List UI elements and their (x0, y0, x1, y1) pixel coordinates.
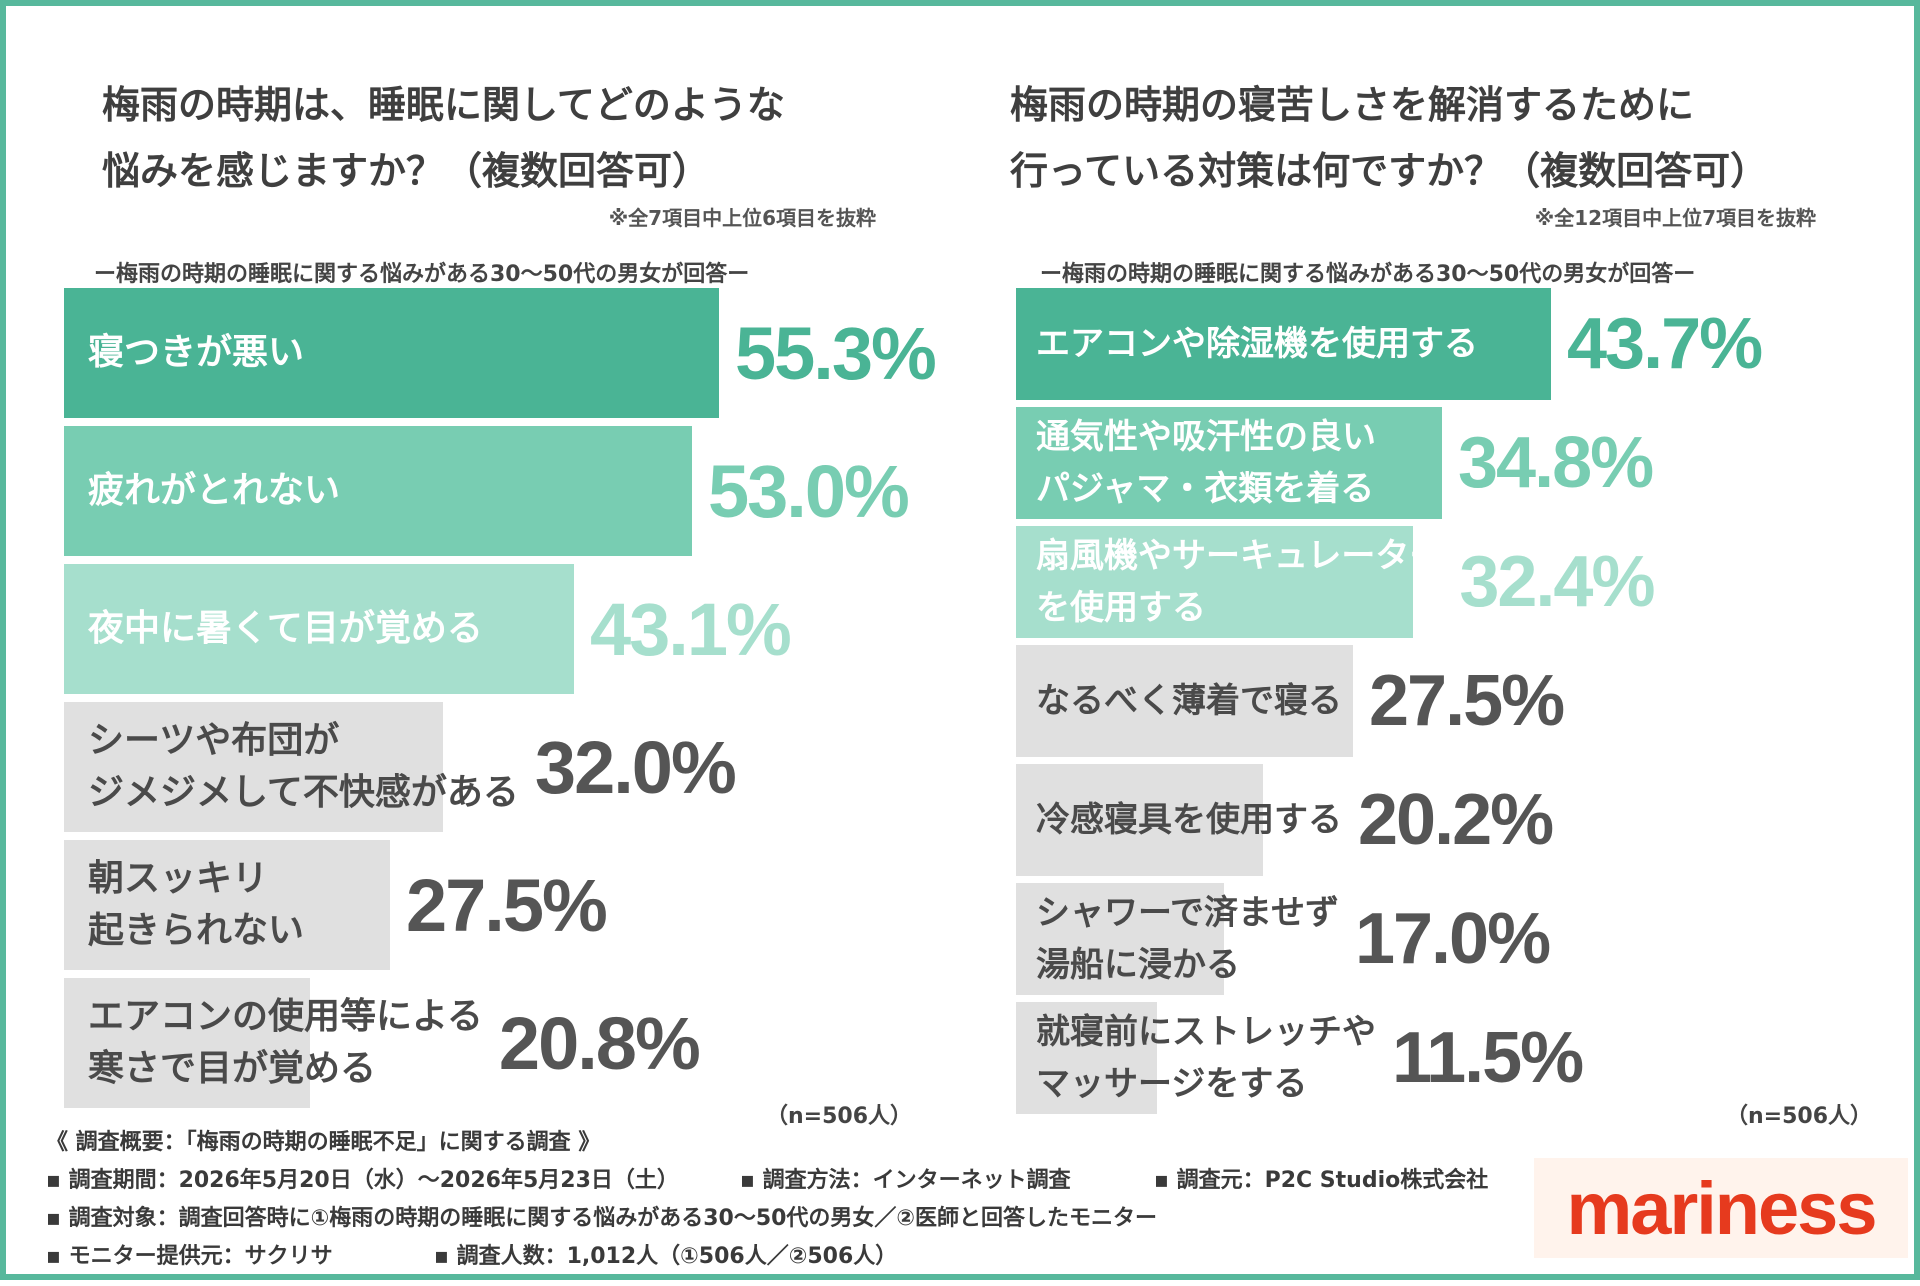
chart-bar (64, 702, 443, 832)
chart-value-label: 53.0% (708, 449, 910, 533)
logo-text: mariness (1566, 1166, 1878, 1250)
left-sample-size: （n=506人） (766, 1104, 913, 1129)
chart-category-label: シーツや布団が ジメジメして不快感がある (88, 720, 519, 813)
survey-target: ▪ 調査対象：調査回答時に①梅雨の時期の睡眠に関する悩みがある30〜50代の男女… (46, 1206, 1158, 1231)
right-sample-size: （n=506人） (1726, 1104, 1873, 1129)
chart-value-label: 17.0% (1354, 899, 1551, 979)
chart-category-label: エアコンや除湿機を使用する (1036, 324, 1478, 364)
right-panel: 梅雨の時期の寝苦しさを解消するために 行っている対策は何ですか？（複数回答可） … (956, 6, 1916, 1286)
chart-value-label: 32.4% (1459, 542, 1655, 622)
chart-category-label: なるべく薄着で寝る (1036, 681, 1342, 721)
survey-method: ▪ 調査方法：インターネット調査 (740, 1168, 1071, 1193)
chart-category-label: 扇風機やサーキュレーター を使用する (1036, 536, 1444, 628)
chart-value-label: 27.5% (406, 863, 608, 947)
survey-provider: ▪ モニター提供元：サクリサ (46, 1244, 333, 1269)
chart-bar (1016, 288, 1551, 400)
left-title-line1: 梅雨の時期は、睡眠に関してどのような (102, 83, 785, 127)
survey-heading: 《 調査概要：「梅雨の時期の睡眠不足」に関する調査 》 (46, 1130, 601, 1155)
chart-value-label: 11.5% (1392, 1018, 1584, 1098)
chart-bar (64, 978, 310, 1108)
chart-value-label: 34.8% (1458, 423, 1654, 503)
chart-value-label: 27.5% (1369, 661, 1565, 741)
chart-category-label: 就寝前にストレッチや マッサージをする (1036, 1012, 1376, 1104)
chart-bar (1016, 645, 1353, 757)
chart-value-label: 43.1% (590, 587, 792, 671)
right-title-line2: 行っている対策は何ですか？（複数回答可） (1010, 149, 1769, 193)
chart-bar (64, 564, 574, 694)
left-note: ※全7項目中上位6項目を抜粋 (608, 206, 876, 230)
chart-value-label: 55.3% (735, 311, 937, 395)
chart-bar (1016, 764, 1263, 876)
right-note: ※全12項目中上位7項目を抜粋 (1534, 206, 1816, 230)
chart-category-label: エアコンの使用等による 寒さで目が覚める (88, 996, 483, 1089)
chart-bar (1016, 883, 1224, 995)
chart-bar (64, 840, 390, 970)
chart-category-label: シャワーで済ませず 湯船に浸かる (1036, 893, 1339, 985)
chart-bar (1016, 526, 1413, 638)
chart-category-label: 寝つきが悪い (88, 332, 305, 373)
right-title-line1: 梅雨の時期の寝苦しさを解消するために (1010, 83, 1695, 127)
brand-logo: mariness (1534, 1158, 1908, 1258)
chart-value-label: 32.0% (534, 725, 737, 809)
chart-bar (64, 426, 692, 556)
left-bar-chart: 寝つきが悪い 55.3% 疲れがとれない 53.0% 夜中に暑くて目が覚める 43.1% シ… (6, 6, 966, 1286)
chart-value-label: 43.7% (1567, 304, 1763, 384)
chart-bar (64, 288, 719, 418)
chart-category-label: 夜中に暑くて目が覚める (88, 608, 483, 649)
left-subtitle: ー梅雨の時期の睡眠に関する悩みがある30〜50代の男女が回答ー (94, 262, 750, 287)
chart-value-label: 20.8% (498, 1001, 701, 1085)
chart-category-label: 冷感寝具を使用する (1036, 800, 1342, 840)
chart-bar (1016, 407, 1442, 519)
left-title-line2: 悩みを感じますか？（複数回答可） (102, 149, 711, 193)
survey-source: ▪ 調査元：P2C Studio株式会社 (1154, 1168, 1489, 1193)
chart-category-label: 通気性や吸汗性の良い パジャマ・衣類を着る (1036, 417, 1376, 509)
survey-count: ▪ 調査人数：1,012人（①506人／②506人） (434, 1244, 898, 1269)
left-panel: 梅雨の時期は、睡眠に関してどのような 悩みを感じますか？（複数回答可） ※全7項… (6, 6, 966, 1286)
chart-category-label: 朝スッキリ 起きられない (88, 858, 305, 951)
chart-bar (1016, 1002, 1157, 1114)
survey-period: ▪ 調査期間：2026年5月20日（水）〜2026年5月23日（土） (46, 1168, 679, 1193)
chart-category-label: 疲れがとれない (88, 470, 341, 511)
chart-value-label: 20.2% (1358, 780, 1554, 860)
right-bar-chart: エアコンや除湿機を使用する 43.7% 通気性や吸汗性の良い パジャマ・衣類を着る 3… (956, 6, 1916, 1286)
right-subtitle: ー梅雨の時期の睡眠に関する悩みがある30〜50代の男女が回答ー (1040, 262, 1696, 287)
